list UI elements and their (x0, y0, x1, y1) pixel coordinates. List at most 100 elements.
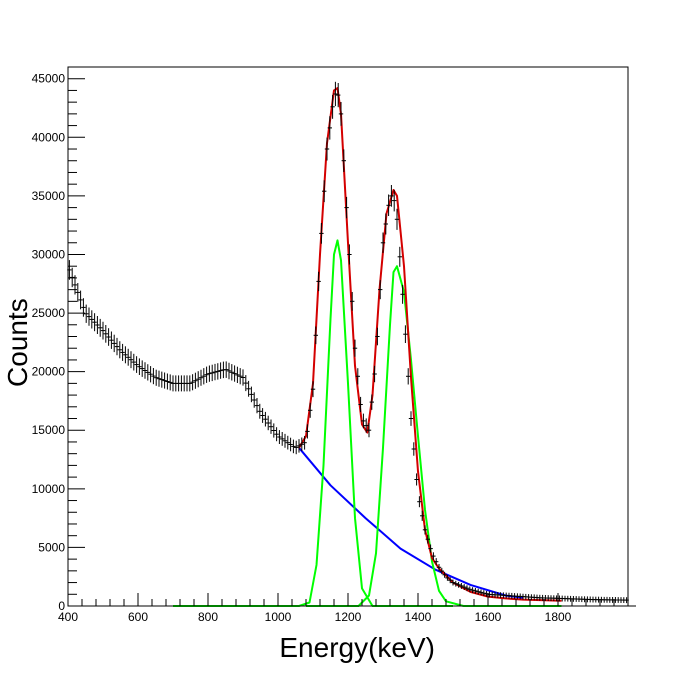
data-point (372, 365, 377, 383)
data-point (333, 81, 338, 107)
data-point (473, 588, 478, 594)
data-point (246, 380, 251, 397)
x-axis: 400 600 800 1000 1200 1400 1600 1800 (58, 593, 636, 624)
fit-curve-1 (298, 447, 524, 599)
data-point (417, 496, 422, 508)
data-point (235, 366, 240, 383)
data-point (78, 290, 83, 310)
data-point (420, 510, 425, 521)
y-tick-label: 30000 (32, 247, 66, 261)
data-point (151, 368, 156, 385)
data-point (257, 403, 262, 419)
data-point (450, 579, 456, 586)
data-point (380, 232, 386, 253)
y-tick-label: 35000 (32, 189, 66, 203)
data-point (336, 83, 341, 108)
data-point (117, 341, 122, 359)
data-point (204, 366, 209, 383)
data-point (266, 415, 271, 431)
data-point (75, 283, 80, 302)
data-point (240, 369, 246, 386)
data-point (98, 318, 103, 337)
data-point (215, 363, 220, 380)
data-point (229, 364, 234, 381)
data-point (366, 423, 372, 438)
data-point (462, 584, 467, 590)
y-axis-title: Counts (2, 298, 33, 387)
data-point (226, 362, 232, 380)
data-point (481, 590, 486, 597)
data-point (274, 427, 279, 442)
data-point (190, 374, 195, 391)
data-point (324, 137, 330, 161)
data-point (137, 358, 142, 375)
data-point (470, 587, 475, 594)
data-point (394, 208, 400, 230)
data-point (112, 334, 117, 353)
x-tick-label: 1400 (405, 610, 432, 624)
y-tick-label: 45000 (32, 72, 66, 86)
data-point (123, 346, 128, 364)
data-point (316, 271, 321, 292)
x-tick-label: 800 (198, 610, 218, 624)
x-tick-label: 400 (58, 610, 78, 624)
data-point (198, 369, 204, 386)
x-tick-label: 1000 (265, 610, 292, 624)
y-axis: 0 5000 10000 15000 20000 25000 30000 35000 40000… (32, 66, 85, 613)
fit-curve-2 (173, 239, 453, 607)
data-point (341, 149, 346, 172)
data-point (375, 327, 380, 346)
data-point (439, 567, 444, 575)
data-point (422, 525, 428, 535)
plot-frame (67, 66, 629, 607)
data-point (263, 411, 268, 427)
data-point (271, 423, 276, 438)
data-point (436, 564, 442, 571)
data-point (196, 371, 201, 388)
data-point (207, 365, 212, 382)
data-point (134, 356, 139, 373)
data-point (145, 364, 150, 381)
data-point (397, 246, 402, 267)
data-point (84, 304, 89, 323)
y-tick-label: 15000 (32, 423, 66, 437)
data-point (310, 381, 316, 398)
data-point (277, 430, 282, 444)
data-point (305, 424, 310, 439)
data-point (330, 94, 335, 119)
data-point (453, 580, 458, 587)
data-point (408, 411, 414, 426)
data-point (291, 439, 296, 454)
data-point (364, 418, 369, 433)
data-point (92, 313, 97, 332)
data-point (322, 180, 327, 203)
data-point (378, 280, 383, 300)
data-point (260, 408, 265, 423)
data-point (72, 275, 78, 295)
data-point (445, 574, 450, 581)
data-point (350, 292, 355, 311)
data-point (89, 310, 94, 329)
data-point (400, 284, 405, 304)
data-point (103, 325, 108, 343)
x-tick-label: 600 (128, 610, 148, 624)
data-point (168, 374, 173, 391)
x-tick-label: 1800 (545, 610, 572, 624)
data-point (187, 375, 192, 392)
data-point (294, 440, 299, 455)
fit-curves (173, 87, 562, 607)
data-point (148, 366, 153, 383)
data-point (120, 343, 125, 361)
data-point (224, 361, 229, 378)
data-point (156, 370, 162, 387)
y-tick-label: 40000 (32, 130, 66, 144)
data-point (95, 316, 100, 334)
data-point (302, 435, 307, 450)
data-point (128, 351, 134, 369)
data-point (140, 360, 145, 377)
y-tick-label: 10000 (32, 482, 66, 496)
data-point (448, 577, 453, 584)
data-point (109, 331, 114, 349)
data-point (386, 194, 391, 216)
data-point (403, 325, 408, 343)
